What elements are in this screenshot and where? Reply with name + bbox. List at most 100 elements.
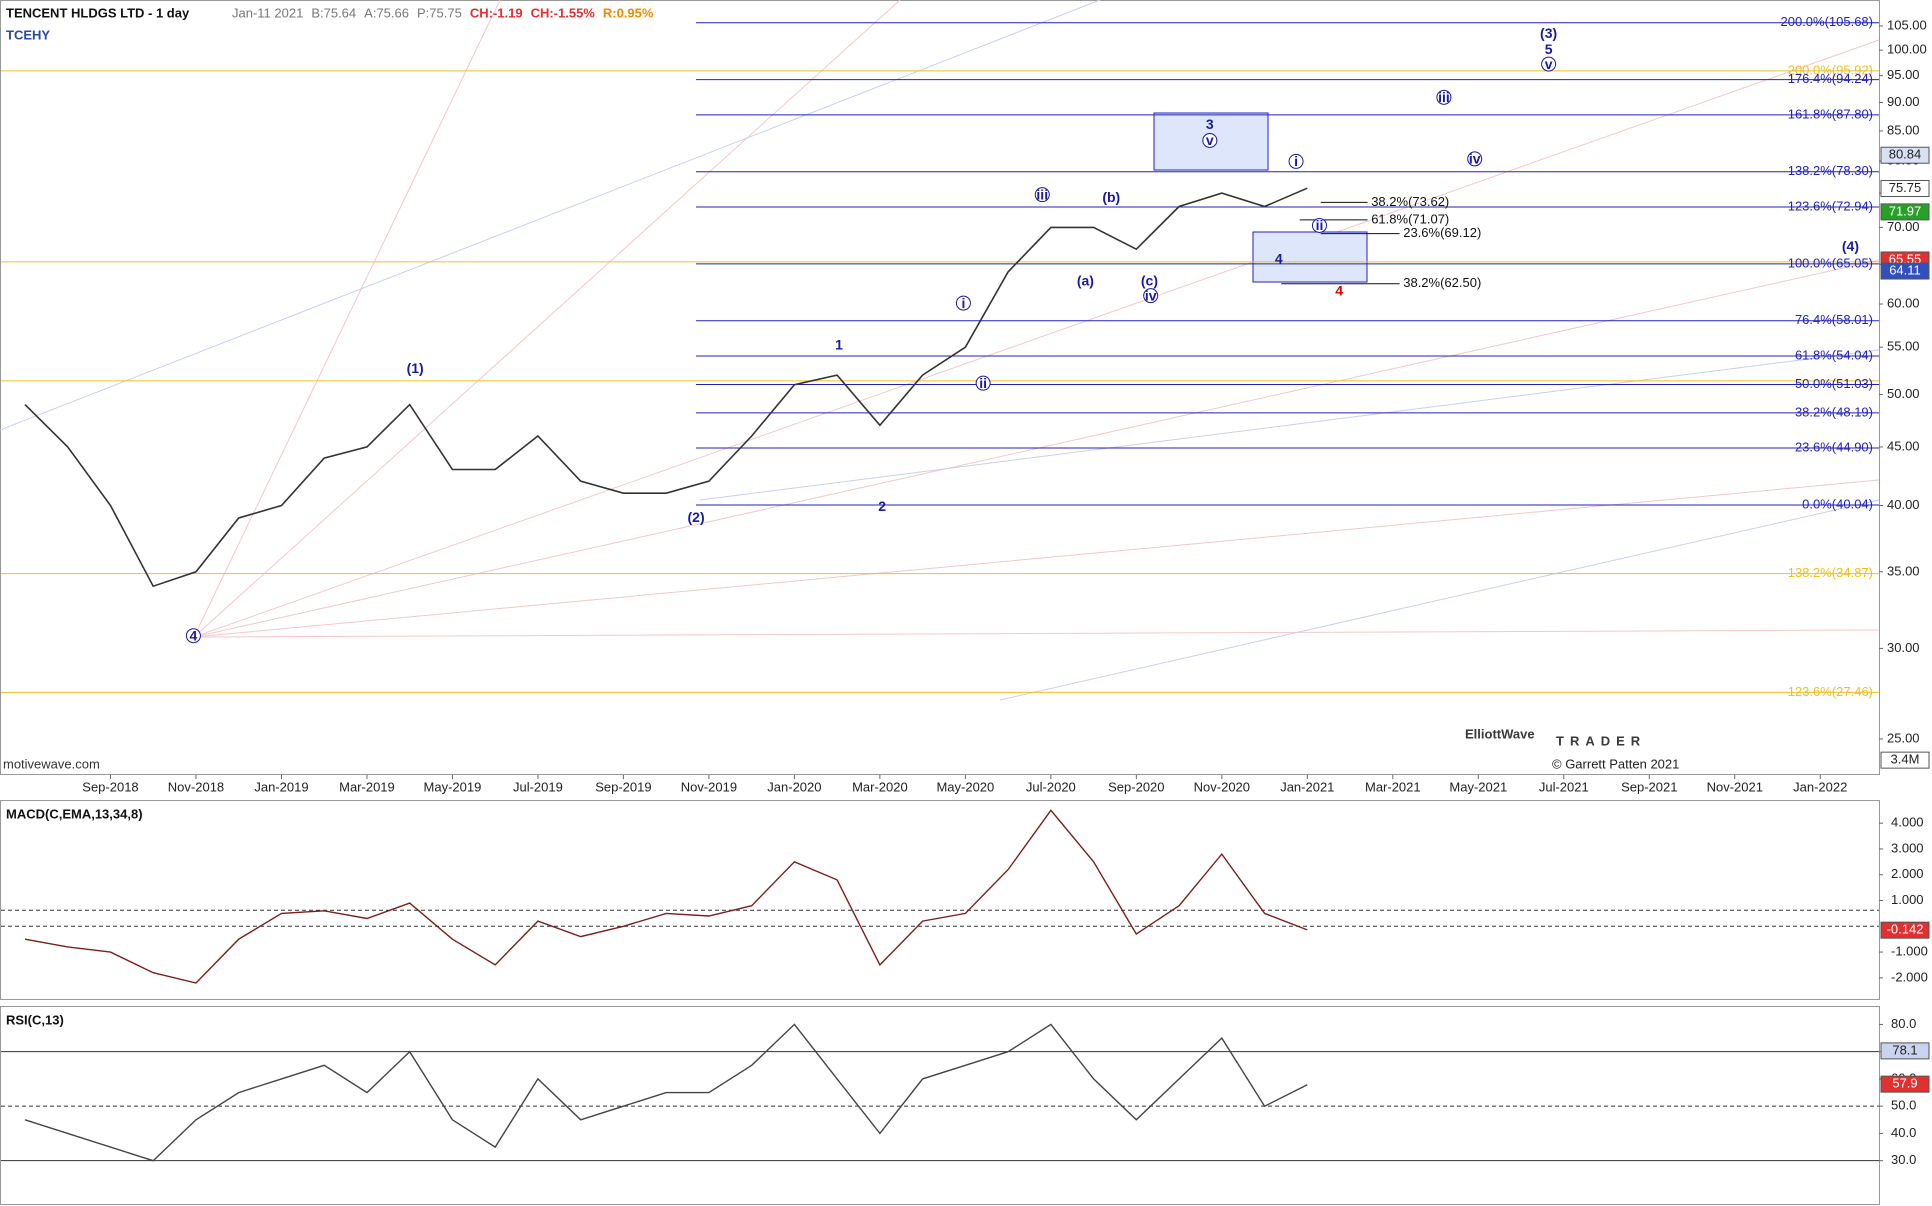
wave-label: (3) <box>1540 25 1557 41</box>
fan-line <box>0 0 1101 431</box>
x-tick-label: Nov-2021 <box>1707 779 1763 794</box>
header-stat: Jan-11 2021 <box>232 5 303 20</box>
fan-line <box>193 0 501 638</box>
fib-label: 138.2%(78.30) <box>1788 163 1873 178</box>
wave-circle <box>1436 89 1452 105</box>
y-tick-label: 80.0 <box>1891 1016 1916 1031</box>
near-fib-label: 38.2%(73.62) <box>1371 194 1449 209</box>
fan-line <box>193 0 901 638</box>
header-stat: A:75.66 <box>364 5 409 20</box>
wave-circle <box>1143 288 1159 304</box>
indicator-line <box>24 809 1308 984</box>
support-box <box>1252 231 1368 283</box>
y-tick-label: 2.000 <box>1891 866 1924 881</box>
y-tick-label: 90.00 <box>1887 94 1920 109</box>
x-tick-label: Sep-2018 <box>82 779 138 794</box>
indicator-line <box>24 1023 1308 1162</box>
header-stat: CH:-1.55% <box>531 5 596 20</box>
y-tick-label: 85.00 <box>1887 122 1920 137</box>
wave-circle <box>1311 217 1327 233</box>
fib-label: 23.6%(44.90) <box>1795 439 1873 454</box>
y-tick-label: 30.0 <box>1891 1152 1916 1167</box>
wave-label: 5 <box>1545 41 1553 57</box>
wave-circle <box>185 628 201 644</box>
fib-label: 176.4%(94.24) <box>1788 71 1873 86</box>
price-tag-box <box>1880 751 1930 769</box>
wave-label: i <box>1294 153 1298 169</box>
value-tag: 57.9 <box>1892 1076 1917 1091</box>
logo-line1: ElliottWave <box>1465 726 1535 741</box>
value-tag-box <box>1880 921 1930 939</box>
price-tag: 64.11 <box>1889 262 1921 277</box>
price-panel <box>0 0 1880 775</box>
price-line <box>24 187 1308 588</box>
wave-label: 4 <box>190 627 198 643</box>
x-tick-label: Jul-2019 <box>513 779 563 794</box>
y-tick-label: 70.00 <box>1887 219 1920 234</box>
price-tag: 3.4M <box>1891 752 1920 767</box>
x-tick-label: Jul-2020 <box>1026 779 1076 794</box>
header-stat: P:75.75 <box>417 5 462 20</box>
y-tick-label: 25.00 <box>1887 730 1920 745</box>
wave-label: iii <box>1438 89 1450 105</box>
fan-line <box>193 39 1880 638</box>
y-tick-label: 35.00 <box>1887 563 1920 578</box>
y-tick-label: 3.000 <box>1891 840 1924 855</box>
wave-label: 4 <box>1335 282 1343 298</box>
wave-label: v <box>1206 132 1214 148</box>
yellow-fib-label: 123.6%(27.46) <box>1788 684 1873 699</box>
x-tick-label: Nov-2019 <box>681 779 737 794</box>
wave-circle <box>1202 132 1218 148</box>
wave-label: (b) <box>1102 189 1120 205</box>
wave-circle <box>1467 151 1483 167</box>
x-tick-label: Jul-2021 <box>1539 779 1589 794</box>
fib-label: 123.6%(72.94) <box>1788 198 1873 213</box>
x-tick-label: Jan-2019 <box>254 779 308 794</box>
wave-label: 4 <box>1275 250 1283 266</box>
wave-circle <box>1034 187 1050 203</box>
logo-line2: TRADER <box>1556 733 1646 748</box>
price-tag-box <box>1880 179 1930 197</box>
panel-title: MACD(C,EMA,13,34,8) <box>6 806 143 821</box>
fib-label: 76.4%(58.01) <box>1795 312 1873 327</box>
wave-label: 3 <box>1206 116 1214 132</box>
price-tag: 71.97 <box>1889 203 1922 218</box>
x-tick-label: May-2020 <box>936 779 994 794</box>
value-tag-box <box>1880 1042 1930 1060</box>
y-tick-label: 40.0 <box>1891 1125 1916 1140</box>
yellow-fib-label: 138.2%(34.87) <box>1788 565 1873 580</box>
y-tick-label: 30.00 <box>1887 640 1920 655</box>
x-tick-label: Jan-2022 <box>1793 779 1847 794</box>
x-tick-label: Nov-2020 <box>1194 779 1250 794</box>
wave-label: ii <box>1316 217 1324 233</box>
x-tick-label: Sep-2020 <box>1108 779 1164 794</box>
wave-label: i <box>961 295 965 311</box>
x-tick-label: Sep-2019 <box>595 779 651 794</box>
y-tick-label: -2.000 <box>1891 969 1928 984</box>
y-tick-label: 100.00 <box>1887 42 1927 57</box>
fib-label: 100.0%(65.05) <box>1788 255 1873 270</box>
fib-label: 200.0%(105.68) <box>1780 14 1873 29</box>
y-tick-label: 55.00 <box>1887 339 1920 354</box>
x-tick-label: Mar-2021 <box>1365 779 1421 794</box>
fib-label: 50.0%(51.03) <box>1795 376 1873 391</box>
y-tick-label: 95.00 <box>1887 67 1920 82</box>
value-tag: -0.142 <box>1887 922 1924 937</box>
fan-line <box>699 349 1880 501</box>
x-tick-label: May-2021 <box>1449 779 1507 794</box>
y-tick-label: 105.00 <box>1887 17 1927 32</box>
x-tick-label: Mar-2019 <box>339 779 395 794</box>
near-fib-label: 23.6%(69.12) <box>1403 225 1481 240</box>
wave-label: iv <box>1469 151 1481 167</box>
y-tick-label: -1.000 <box>1891 943 1928 958</box>
x-tick-label: Jan-2021 <box>1280 779 1334 794</box>
wave-circle <box>975 375 991 391</box>
wave-label: v <box>1545 56 1553 72</box>
fib-label: 0.0%(40.04) <box>1802 496 1873 511</box>
fib-label: 38.2%(48.19) <box>1795 404 1873 419</box>
wave-label: 1 <box>835 337 843 353</box>
header-stat: B:75.64 <box>311 5 356 20</box>
x-tick-label: Sep-2021 <box>1621 779 1677 794</box>
